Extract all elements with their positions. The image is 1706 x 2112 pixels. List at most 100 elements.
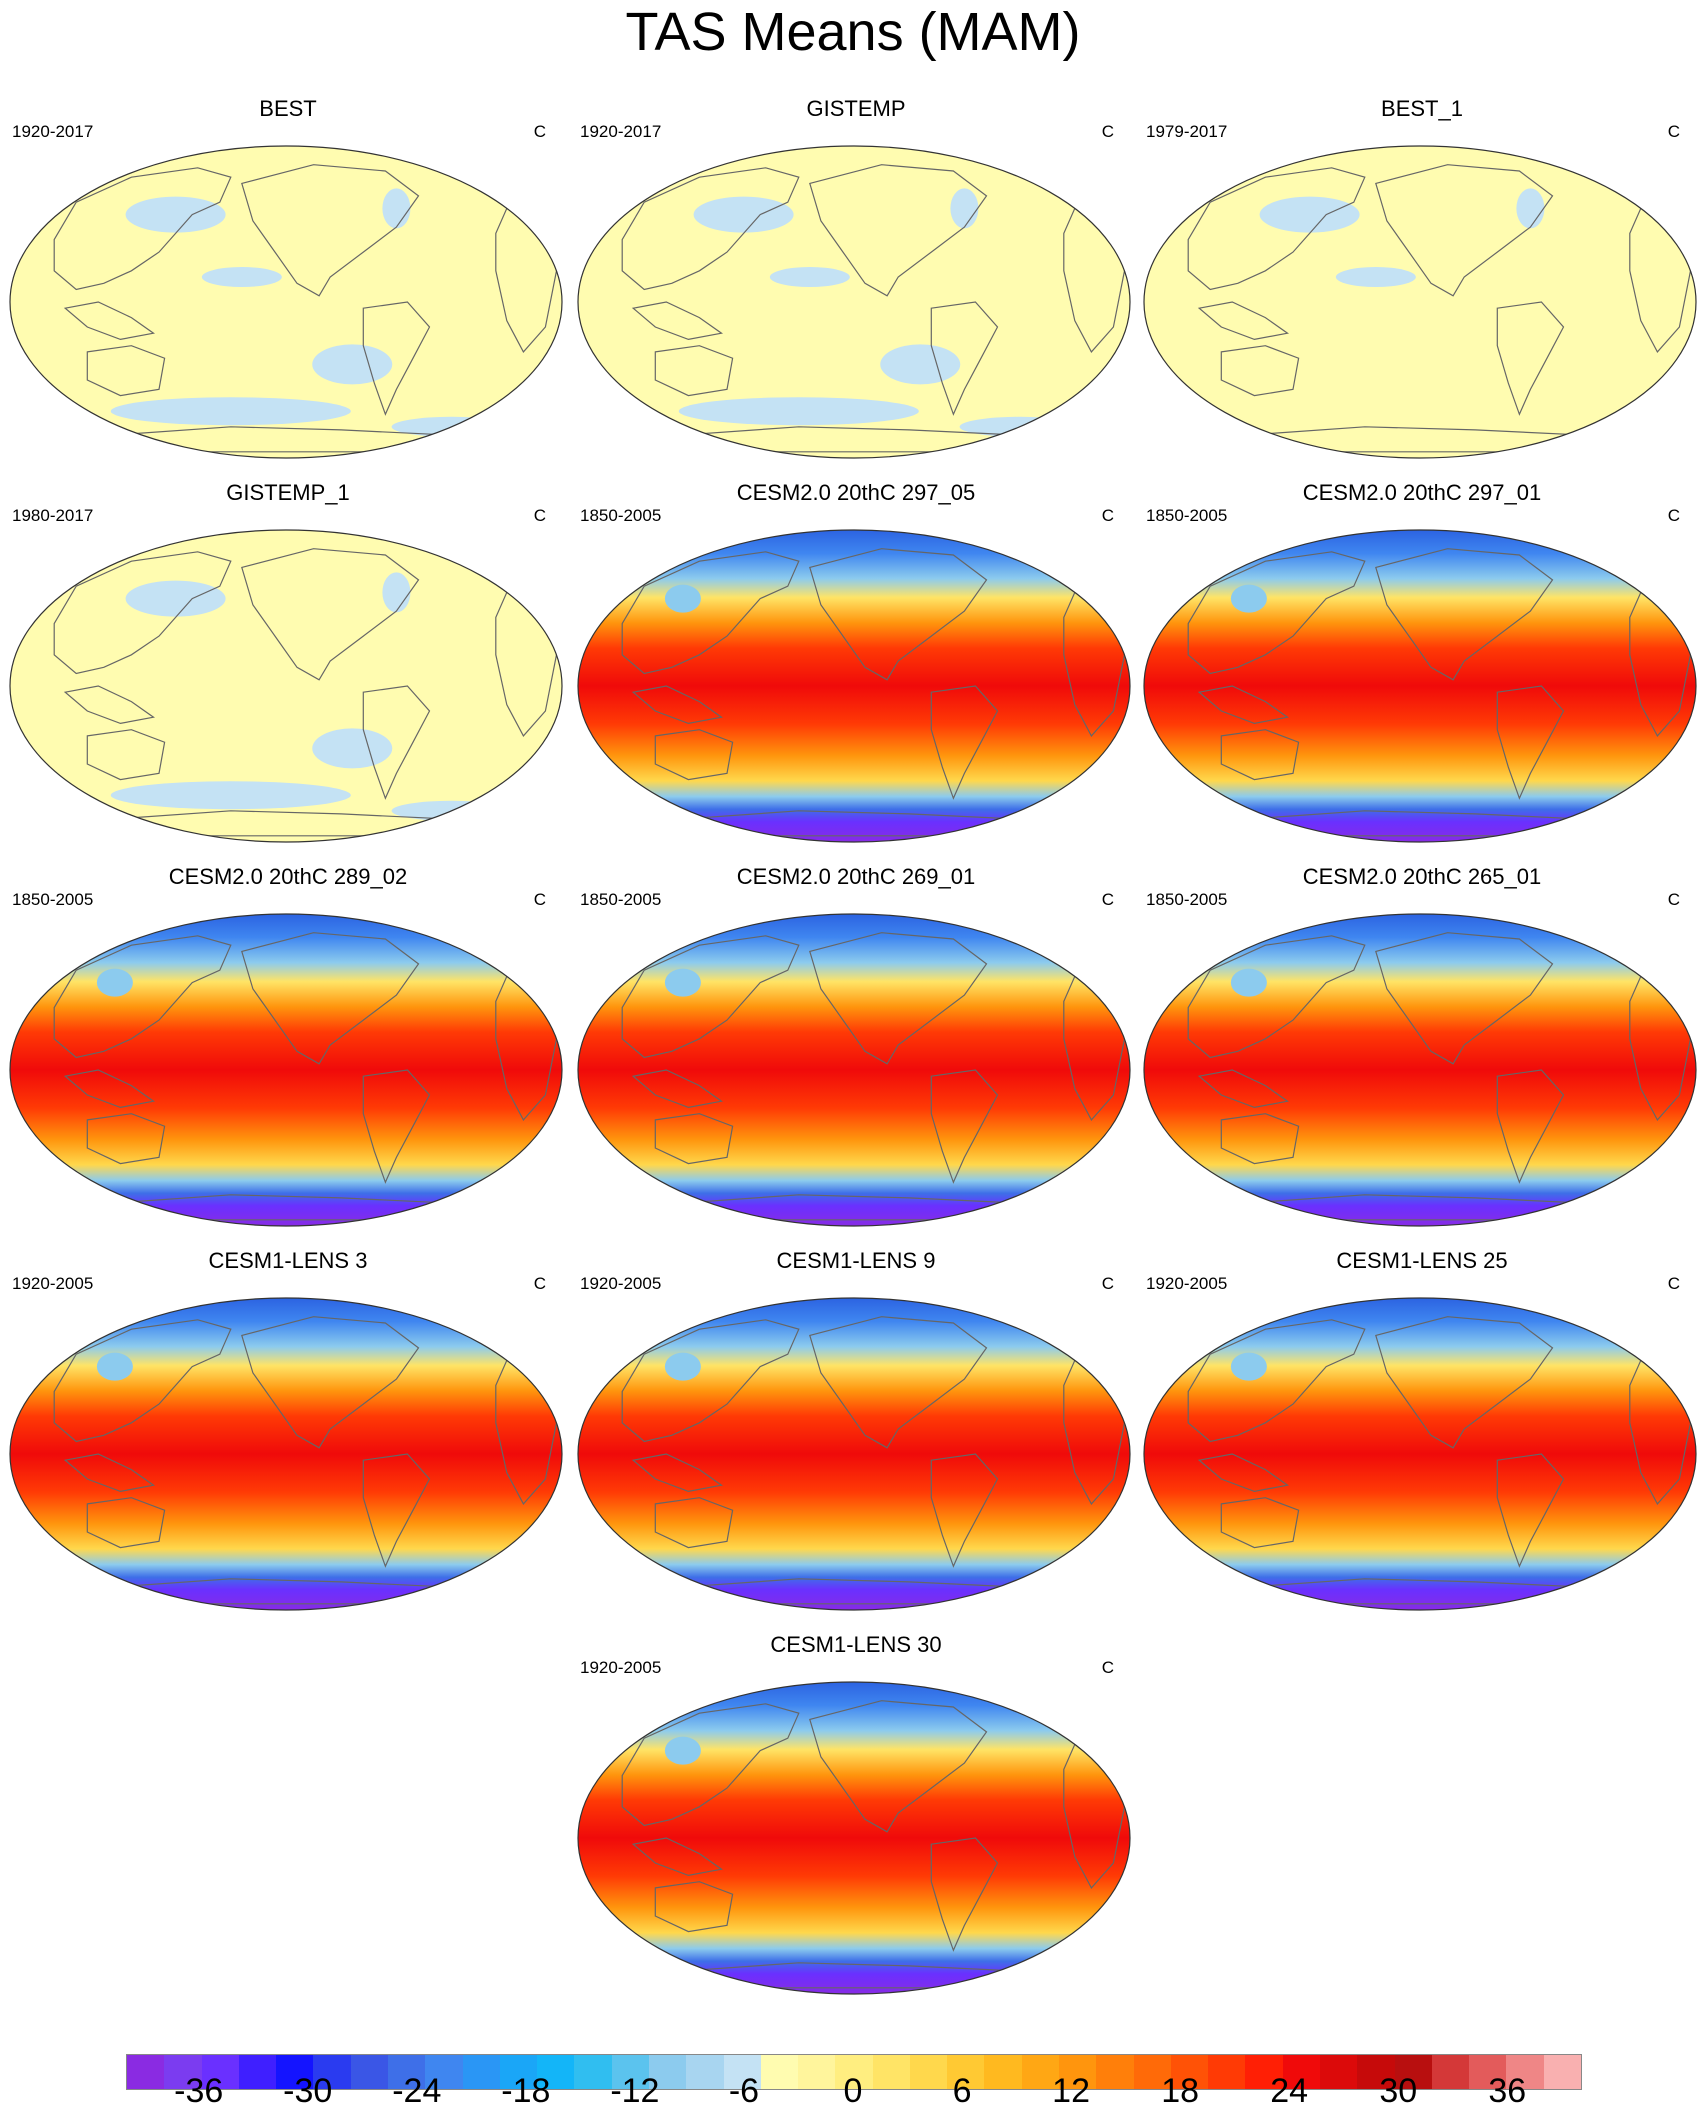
colorbar-swatch: [1357, 2055, 1395, 2089]
cold-region: [96, 1352, 133, 1381]
anomaly-region: [125, 196, 226, 233]
coastline: [930, 685, 999, 800]
coastline: [930, 1837, 999, 1952]
coastline: [1197, 1069, 1290, 1109]
panel-title: CESM2.0 20thC 289_02: [168, 864, 408, 889]
map-border: [577, 1681, 1131, 1995]
coastline: [63, 1453, 156, 1493]
map-panel: CESM1-LENS 25 1920-2005 C: [1142, 1248, 1702, 1620]
colorbar-swatch: [238, 2055, 277, 2089]
coastline: [930, 1453, 999, 1568]
cold-region: [664, 584, 701, 613]
coastline: [930, 1069, 999, 1184]
coastline: [362, 685, 431, 800]
panel-period: 1920-2005: [580, 1658, 662, 1677]
colorbar-swatch: [984, 2055, 1022, 2089]
coastline: [631, 1453, 724, 1493]
map-border: [1143, 1297, 1697, 1611]
map-panel: GISTEMP_1 1980-2017 C: [8, 480, 568, 852]
panel-period: 1980-2017: [12, 506, 94, 525]
coastline: [1496, 301, 1565, 416]
colorbar-tick-label: -30: [283, 2072, 333, 2110]
colorbar-tick-label: 12: [1052, 2072, 1091, 2110]
coastline: [63, 1069, 156, 1109]
coastline: [362, 1453, 431, 1568]
coastline: [1187, 1319, 1366, 1443]
panel-period: 1850-2005: [12, 890, 94, 909]
coastline: [654, 1497, 734, 1549]
coastline: [1187, 551, 1366, 675]
coastline: [1197, 685, 1290, 725]
colorbar-swatch: [164, 2055, 202, 2089]
cold-region: [1230, 1352, 1267, 1381]
coastline: [63, 301, 156, 341]
coastline: [86, 1113, 166, 1165]
panel-unit: C: [1667, 506, 1680, 525]
cold-region: [1230, 968, 1267, 997]
colorbar-swatch: [387, 2055, 426, 2089]
anomaly-region: [880, 344, 961, 385]
cold-region: [1230, 584, 1267, 613]
cold-region: [664, 968, 701, 997]
map-projection: [577, 145, 1131, 459]
colorbar-swatch: [1543, 2055, 1581, 2089]
map-projection: [577, 1681, 1131, 1995]
colorbar-swatch: [1208, 2055, 1246, 2089]
anomaly-region: [1516, 188, 1545, 229]
colorbar-swatch: [1059, 2055, 1097, 2089]
panel-title: BEST_1: [1381, 96, 1463, 121]
coastline: [241, 1316, 420, 1449]
panel-unit: C: [1101, 122, 1114, 141]
anomaly-region: [678, 397, 919, 426]
map-projection: [577, 529, 1131, 843]
colorbar-swatch: [835, 2055, 873, 2089]
panel-title: CESM2.0 20thC 265_01: [1302, 864, 1542, 889]
anomaly-region: [110, 397, 351, 426]
coastline: [241, 548, 420, 681]
panel-title: GISTEMP_1: [226, 480, 350, 505]
cold-region: [664, 1352, 701, 1381]
panel-title: CESM1-LENS 25: [1336, 1248, 1508, 1273]
coastline: [1496, 685, 1565, 800]
anomaly-region: [125, 580, 226, 617]
colorbar-tick-label: 18: [1161, 2072, 1200, 2110]
panel-unit: C: [1101, 506, 1114, 525]
anomaly-region: [312, 728, 393, 769]
coastline: [1197, 301, 1290, 341]
colorbar-swatch: [1320, 2055, 1358, 2089]
map-border: [1143, 913, 1697, 1227]
map-border: [9, 145, 563, 459]
coastline: [53, 551, 232, 675]
colorbar-swatch: [611, 2055, 649, 2089]
map-projection: [9, 913, 563, 1227]
panel-unit: C: [533, 122, 546, 141]
panel-period: 1850-2005: [1146, 506, 1228, 525]
colorbar-tick-label: 30: [1379, 2072, 1418, 2110]
figure-title: TAS Means (MAM): [625, 2, 1081, 62]
coastline: [86, 729, 166, 781]
map-panel: CESM2.0 20thC 269_01 1850-2005 C: [576, 864, 1136, 1236]
coastline: [631, 1069, 724, 1109]
anomaly-region: [1259, 196, 1360, 233]
panel-period: 1850-2005: [1146, 890, 1228, 909]
panel-title: CESM2.0 20thC 297_01: [1302, 480, 1542, 505]
panel-period: 1979-2017: [1146, 122, 1228, 141]
coastline: [1187, 167, 1366, 291]
panel-unit: C: [533, 1274, 546, 1293]
colorbar-swatch: [648, 2055, 687, 2089]
colorbar-swatch: [276, 2055, 314, 2089]
colorbar-swatch: [798, 2055, 836, 2089]
map-border: [577, 529, 1131, 843]
coastline: [53, 1319, 232, 1443]
coastline: [1496, 1069, 1565, 1184]
coastline: [1197, 1453, 1290, 1493]
panel-unit: C: [533, 890, 546, 909]
panel-title: CESM2.0 20thC 269_01: [736, 864, 976, 889]
colorbar-swatch: [872, 2055, 910, 2089]
map-border: [9, 913, 563, 1227]
panel-unit: C: [1667, 122, 1680, 141]
anomaly-region: [1335, 267, 1416, 288]
map-panel: CESM1-LENS 3 1920-2005 C: [8, 1248, 568, 1620]
colorbar-swatch: [1021, 2055, 1060, 2089]
colorbar-tick-label: 36: [1488, 2072, 1527, 2110]
